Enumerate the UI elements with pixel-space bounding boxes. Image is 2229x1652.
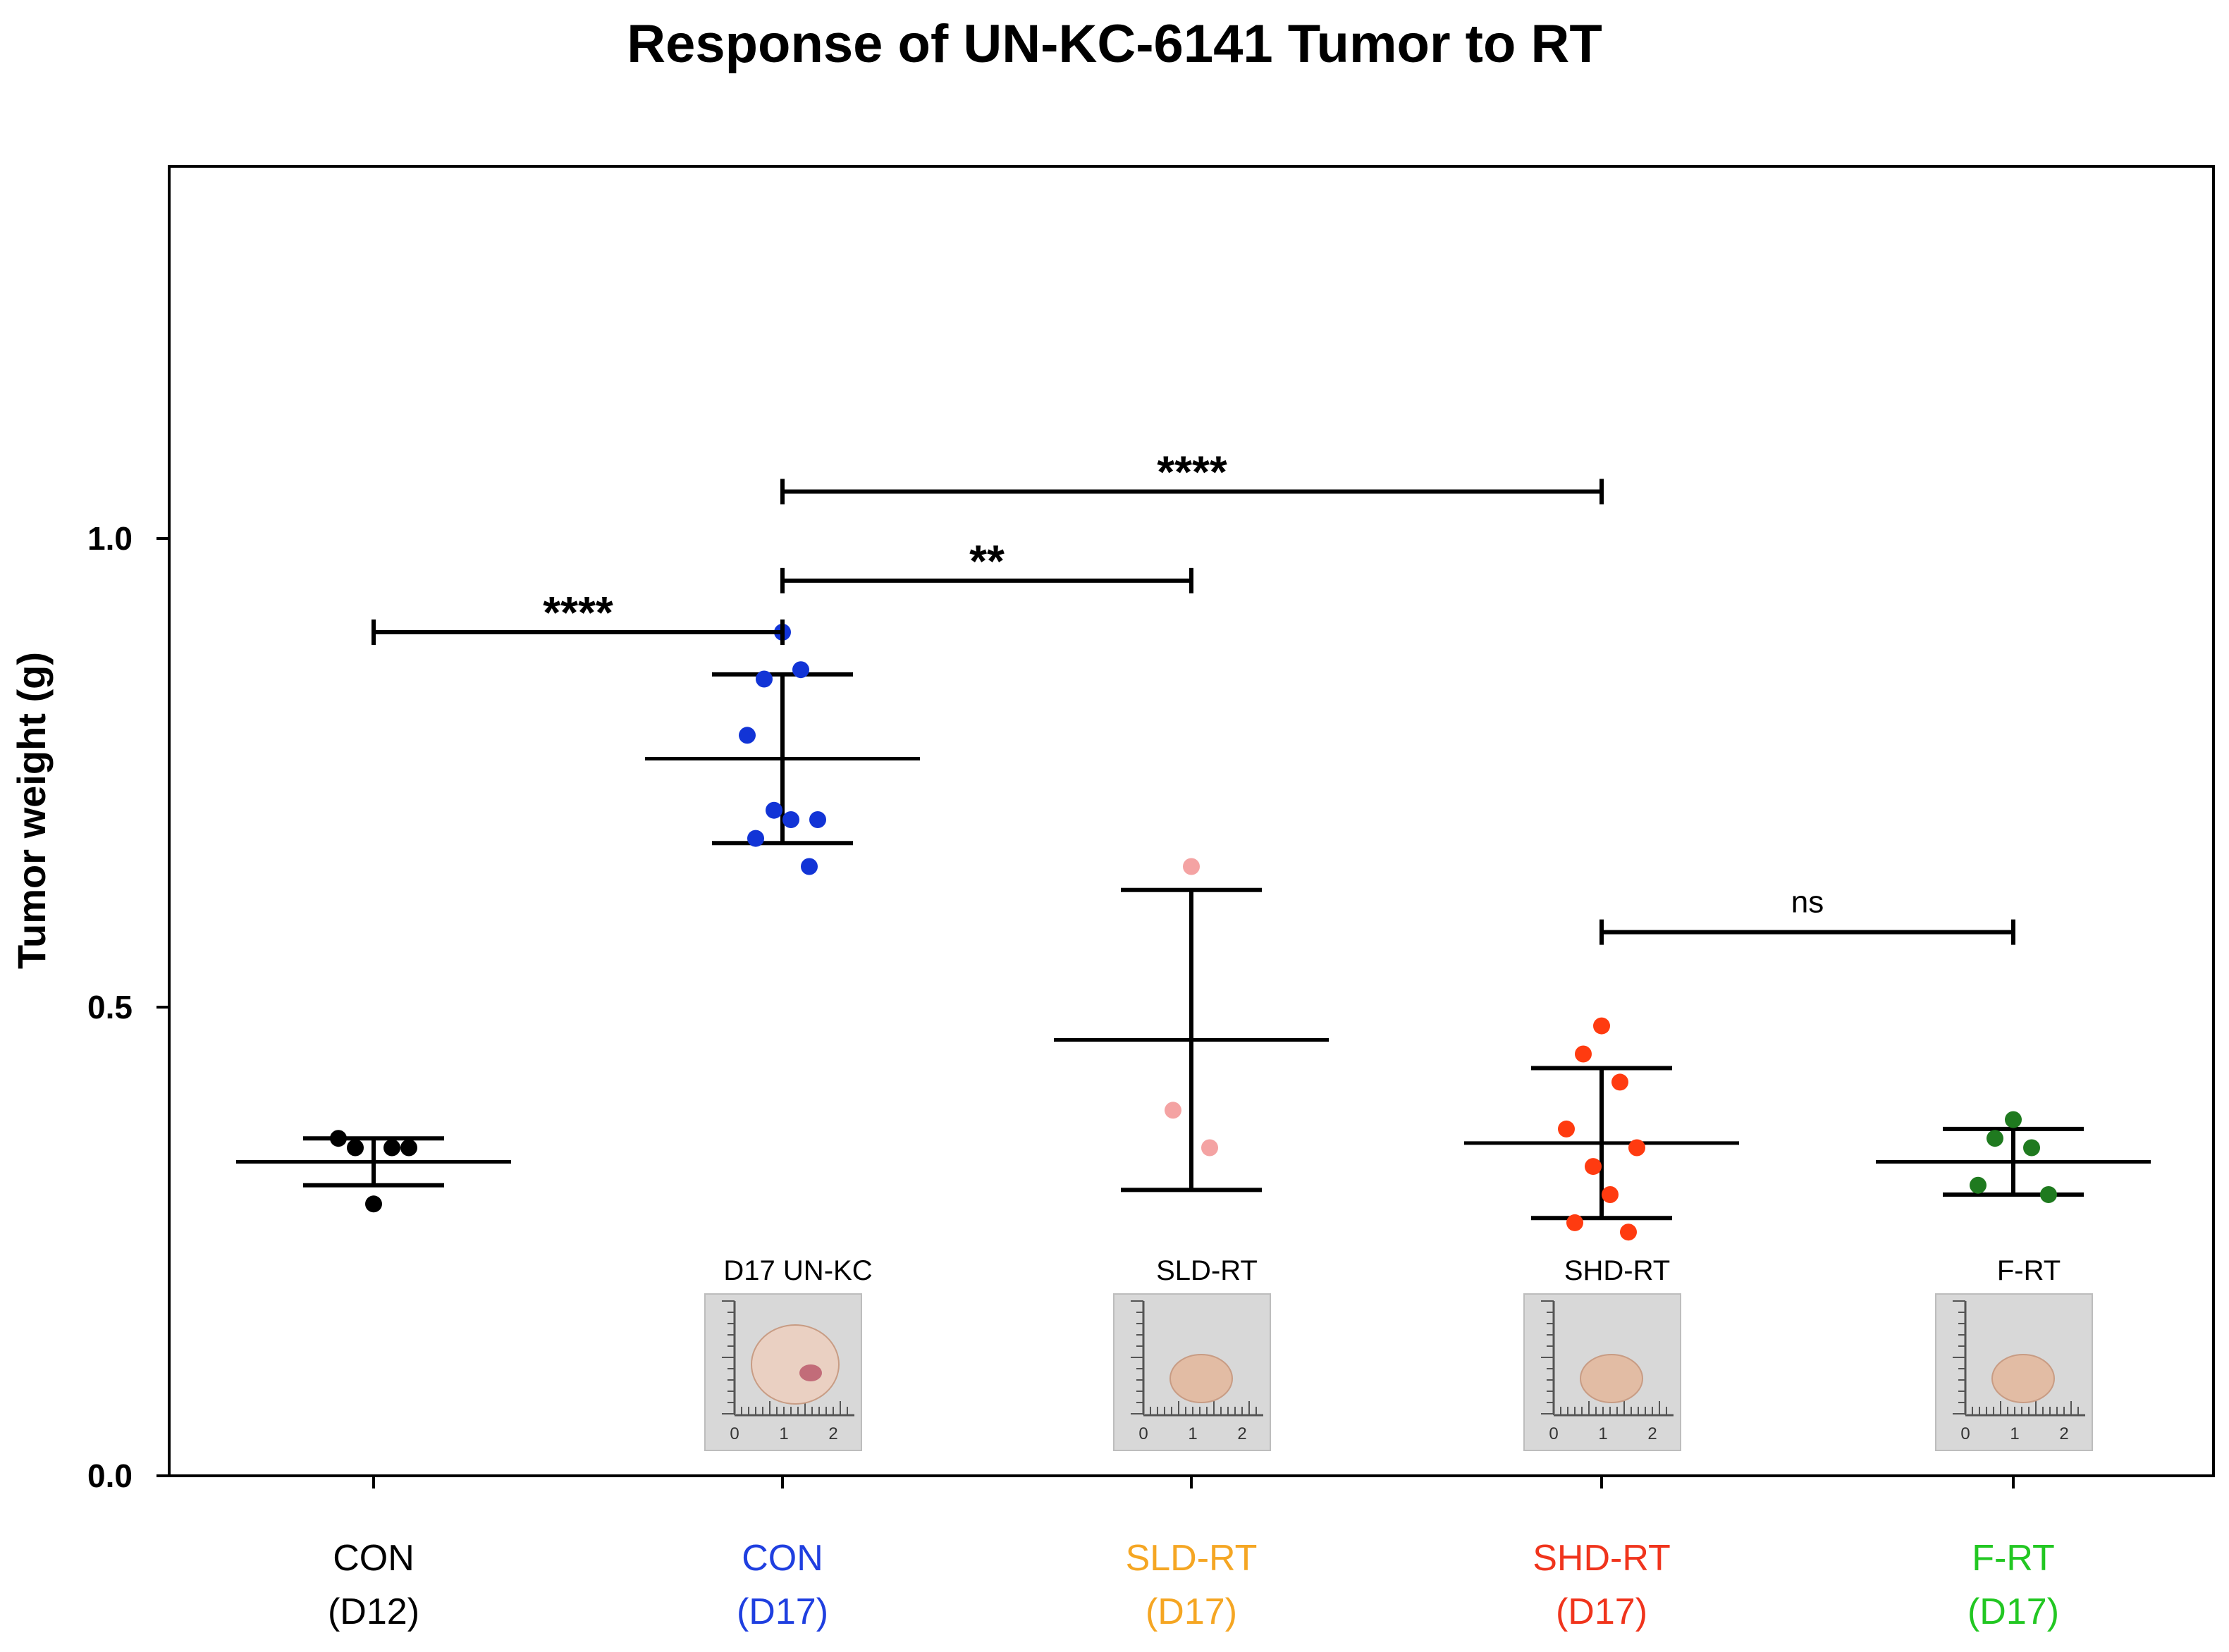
data-point: [747, 830, 764, 847]
significance-label: **: [969, 536, 1005, 586]
data-point: [1558, 1120, 1575, 1138]
x-category-sublabel: (D17): [737, 1591, 828, 1632]
tumor-specimen: [1991, 1354, 2055, 1403]
data-point: [2005, 1111, 2022, 1128]
data-points-layer: [330, 624, 2057, 1241]
ruler-number: 0: [1549, 1424, 1558, 1443]
data-point: [2023, 1139, 2040, 1157]
x-category-sublabel: (D17): [1146, 1591, 1237, 1632]
data-point: [383, 1139, 400, 1157]
tumor-specimen: [1169, 1354, 1233, 1403]
data-point: [1611, 1073, 1628, 1091]
axes-layer: 0.0 0.5 1.0 CON (D12) CON (D17) SLD-RT (D17) SHD-…: [87, 520, 2059, 1632]
data-point: [756, 670, 773, 688]
ruler-number: 0: [1960, 1424, 1970, 1443]
tumor-specimen: [751, 1324, 840, 1405]
photo-insets-layer: D17 UN-KC 0 1 2 SLD-RT 0 1 2 SHD-RT 0 1 2 F-RT 0 1 2: [704, 1255, 2093, 1451]
ruler-number: 1: [1598, 1424, 1607, 1443]
y-tick-label: 0.0: [87, 1457, 133, 1494]
x-category-label: SLD-RT: [1126, 1538, 1258, 1579]
ruler-number: 2: [1647, 1424, 1657, 1443]
data-point: [1183, 858, 1200, 875]
data-point: [1620, 1223, 1637, 1241]
data-point: [1970, 1176, 1987, 1194]
chart-title: Response of UN-KC-6141 Tumor to RT: [627, 14, 1602, 74]
ruler-number: 1: [1188, 1424, 1197, 1443]
data-point: [1987, 1130, 2003, 1147]
significance-label: ns: [1791, 885, 1824, 920]
data-point: [739, 727, 756, 744]
data-point: [809, 811, 826, 828]
significance-label: ****: [543, 587, 613, 638]
data-point: [400, 1139, 417, 1157]
x-category-sublabel: (D17): [1556, 1591, 1647, 1632]
significance-layer: **********ns: [372, 447, 2015, 945]
tumor-specimen-spot: [799, 1364, 822, 1381]
data-point: [782, 811, 799, 828]
x-category-label: CON: [333, 1538, 415, 1579]
data-point: [365, 1195, 382, 1213]
data-point: [792, 661, 809, 679]
data-point: [1628, 1139, 1645, 1157]
photo-inset-label: D17 UN-KC: [723, 1255, 872, 1286]
x-category-sublabel: (D12): [328, 1591, 419, 1632]
ruler-number: 0: [1138, 1424, 1148, 1443]
y-axis-label: Tumor weight (g): [9, 652, 54, 969]
data-point: [1575, 1045, 1592, 1063]
photo-inset-label: F-RT: [1997, 1255, 2061, 1286]
x-category-label: CON: [742, 1538, 823, 1579]
data-point: [1566, 1214, 1583, 1231]
y-tick-label: 0.5: [87, 989, 133, 1025]
photo-inset-label: SLD-RT: [1156, 1255, 1258, 1286]
x-category-label: SHD-RT: [1533, 1538, 1670, 1579]
photo-inset-label: SHD-RT: [1564, 1255, 1670, 1286]
ruler-number: 1: [2010, 1424, 2019, 1443]
data-point: [1201, 1139, 1218, 1157]
error-bars-layer: [236, 672, 2151, 1221]
data-point: [1585, 1158, 1602, 1176]
ruler-number: 2: [828, 1424, 837, 1443]
data-point: [766, 801, 782, 819]
data-point: [330, 1130, 347, 1147]
y-tick-label: 1.0: [87, 520, 133, 557]
ruler-number: 2: [2059, 1424, 2068, 1443]
data-point: [1593, 1017, 1610, 1035]
ruler-number: 0: [730, 1424, 739, 1443]
ruler-number: 2: [1237, 1424, 1246, 1443]
significance-label: ****: [1157, 447, 1227, 498]
data-point: [347, 1139, 364, 1157]
ruler-number: 1: [779, 1424, 788, 1443]
data-point: [801, 858, 818, 875]
x-category-label: F-RT: [1972, 1538, 2054, 1579]
data-point: [1165, 1102, 1181, 1119]
data-point: [2040, 1186, 2057, 1203]
tumor-specimen: [1580, 1354, 1643, 1403]
x-category-sublabel: (D17): [1967, 1591, 2059, 1632]
data-point: [1602, 1186, 1619, 1203]
